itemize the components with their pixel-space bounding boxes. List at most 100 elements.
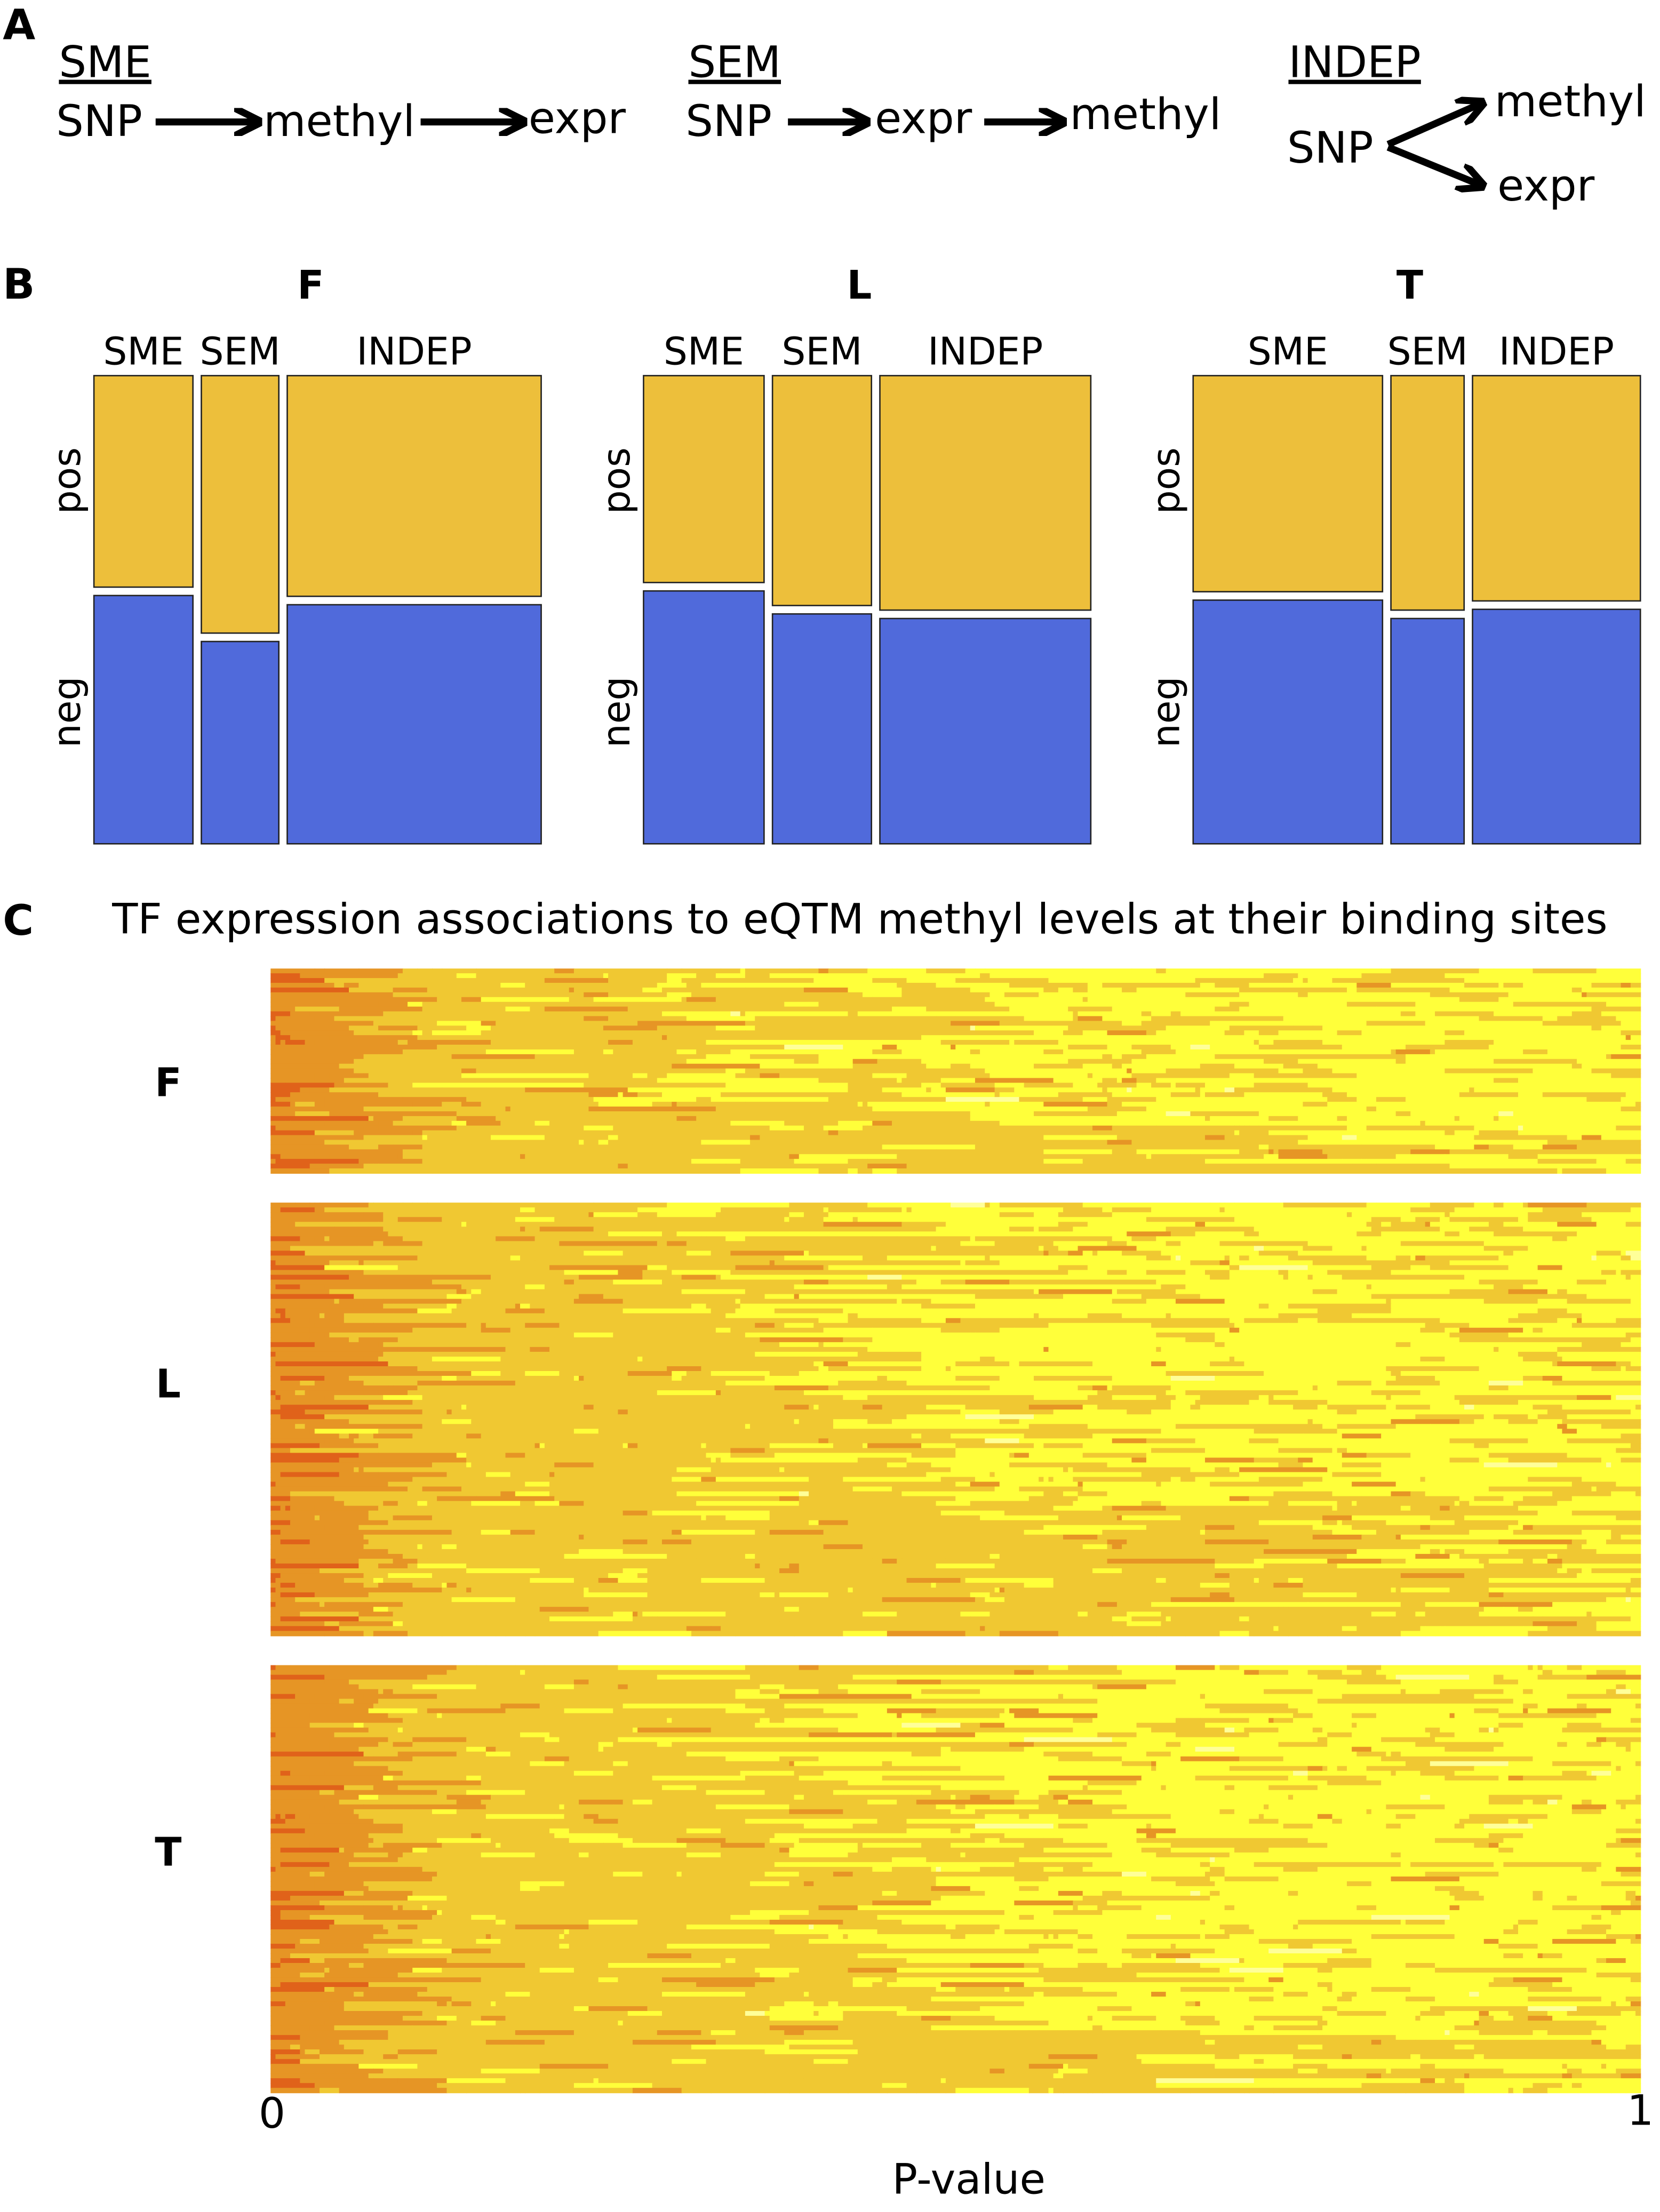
heatmap-cell xyxy=(364,1260,418,1265)
heatmap-cell xyxy=(818,1438,828,1444)
heatmap-cell xyxy=(1068,1007,1113,1012)
heatmap-cell xyxy=(1459,1337,1523,1343)
heatmap-cell xyxy=(1425,1131,1431,1136)
heatmap-cell xyxy=(882,1313,907,1319)
heatmap-cell xyxy=(682,1149,707,1155)
heatmap-cell xyxy=(833,1241,839,1246)
heatmap-cell xyxy=(564,1371,574,1376)
heatmap-cell xyxy=(872,1212,961,1217)
heatmap-cell xyxy=(1215,1054,1249,1060)
heatmap-cell xyxy=(393,992,438,998)
heatmap-cell xyxy=(642,1040,658,1045)
heatmap-cell xyxy=(393,1069,409,1074)
heatmap-cell xyxy=(1215,983,1249,988)
heatmap-cell xyxy=(1435,1506,1440,1511)
heatmap-cell xyxy=(1332,1294,1371,1300)
heatmap-cell xyxy=(535,1376,574,1381)
heatmap-cell xyxy=(1259,1231,1323,1237)
heatmap-cell xyxy=(989,1506,1054,1511)
heatmap-cell xyxy=(520,1520,599,1526)
heatmap-cell xyxy=(1024,1357,1059,1362)
heatmap-cell xyxy=(466,1222,472,1227)
heatmap-cell xyxy=(510,1419,614,1424)
heatmap-cell xyxy=(471,1549,521,1554)
heatmap-cell xyxy=(1494,1059,1543,1064)
heatmap-cell xyxy=(491,1035,506,1040)
heatmap-cell xyxy=(1142,1294,1196,1300)
heatmap-cell xyxy=(1367,1443,1382,1448)
heatmap-cell xyxy=(461,1487,491,1492)
category-label: INDEP xyxy=(1499,329,1614,373)
heatmap-cell xyxy=(275,1361,388,1367)
heatmap-cell xyxy=(1410,1506,1435,1511)
heatmap-cell xyxy=(446,1462,467,1468)
heatmap-cell xyxy=(1039,1429,1049,1434)
heatmap-cell xyxy=(388,1361,398,1367)
heatmap-cell xyxy=(535,1207,555,1213)
heatmap-cell xyxy=(1557,1260,1621,1265)
heatmap-cell xyxy=(427,978,472,983)
heatmap-cell xyxy=(1518,1294,1582,1300)
heatmap-cell xyxy=(912,1299,932,1304)
heatmap-cell xyxy=(369,1164,374,1169)
heatmap-cell xyxy=(295,1203,310,1208)
heatmap-cell xyxy=(1049,1429,1162,1434)
heatmap-cell xyxy=(540,1453,560,1458)
heatmap-cell xyxy=(329,1092,379,1097)
heatmap-cell xyxy=(1455,973,1489,979)
heatmap-cell xyxy=(1254,1492,1274,1497)
heatmap-cell xyxy=(613,1462,623,1468)
heatmap-cell xyxy=(799,1227,829,1232)
heatmap-cell xyxy=(1264,1246,1298,1251)
heatmap-cell xyxy=(598,1535,624,1540)
heatmap-cell xyxy=(804,1025,824,1031)
heatmap-cell xyxy=(1367,1453,1411,1458)
heatmap-cell xyxy=(1459,1078,1494,1083)
heatmap-cell xyxy=(809,1438,819,1444)
heatmap-cell xyxy=(1479,1525,1509,1530)
heatmap-cell xyxy=(980,1012,1073,1017)
heatmap-cell xyxy=(334,1299,340,1304)
heatmap-cell xyxy=(388,1255,418,1261)
heatmap-cell xyxy=(1058,1212,1113,1217)
heatmap-cell xyxy=(1577,1251,1597,1256)
heatmap-cell xyxy=(442,1544,457,1550)
heatmap-cell xyxy=(1494,1414,1528,1420)
heatmap-cell xyxy=(1102,1530,1137,1535)
heatmap-cell xyxy=(848,1361,897,1367)
heatmap-cell xyxy=(1342,1135,1358,1141)
heatmap-cell xyxy=(598,1040,609,1045)
heatmap-cell xyxy=(1410,1390,1420,1396)
heatmap-cell xyxy=(701,1443,706,1448)
heatmap-cell xyxy=(770,1126,804,1131)
heatmap-cell xyxy=(1318,1323,1323,1328)
heatmap-cell xyxy=(369,1520,389,1526)
heatmap-cell xyxy=(975,1376,1000,1381)
heatmap-cell xyxy=(1489,1535,1509,1540)
heatmap-cell xyxy=(1376,1007,1401,1012)
heatmap-cell xyxy=(1582,1149,1597,1155)
heatmap-cell xyxy=(1459,1496,1465,1502)
heatmap-cell xyxy=(687,1059,697,1064)
heatmap-cell xyxy=(388,1496,408,1502)
heatmap-cell xyxy=(848,1429,927,1434)
heatmap-cell xyxy=(1415,1323,1425,1328)
heatmap-cell xyxy=(1029,1299,1054,1304)
heatmap-cell xyxy=(960,1409,995,1415)
heatmap-cell xyxy=(867,1097,883,1102)
heatmap-cell xyxy=(647,1511,652,1516)
heatmap-cell xyxy=(535,1012,570,1017)
heatmap-cell xyxy=(1577,1429,1587,1434)
heatmap-cell xyxy=(579,1549,624,1554)
heatmap-cell xyxy=(1464,1549,1470,1554)
heatmap-cell xyxy=(354,1390,364,1396)
heatmap-cell xyxy=(608,1135,618,1141)
heatmap-cell xyxy=(310,1087,330,1093)
heatmap-cell xyxy=(1635,1265,1641,1270)
heatmap-cell xyxy=(564,1366,570,1372)
heatmap-cell xyxy=(349,1337,359,1343)
heatmap-cell xyxy=(270,1111,276,1117)
heatmap-cell xyxy=(412,1433,422,1439)
heatmap-cell xyxy=(398,1549,443,1554)
heatmap-cell xyxy=(858,1313,873,1319)
